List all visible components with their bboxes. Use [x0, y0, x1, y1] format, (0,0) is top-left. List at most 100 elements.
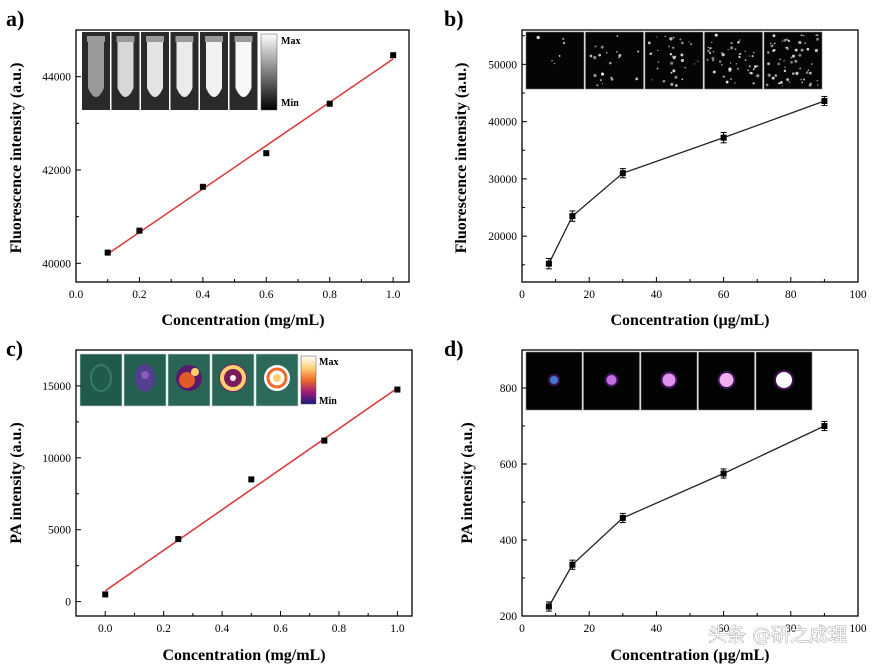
fluorescent-spot: [784, 46, 787, 49]
watermark: 头条 @研之成理: [708, 624, 847, 646]
vial-glow: [235, 42, 252, 97]
fluorescent-spot: [767, 51, 770, 54]
vial-cap: [175, 36, 194, 42]
data-point: [326, 100, 333, 107]
fluorescent-spot: [616, 51, 618, 53]
vial-glow: [176, 42, 193, 97]
fluorescent-spot: [712, 51, 715, 53]
fluorescent-spot: [780, 81, 783, 84]
fluorescent-spot: [807, 69, 810, 72]
data-point: [569, 561, 576, 568]
x-tick-label: 0.4: [215, 623, 230, 635]
fluorescent-spot: [558, 55, 561, 57]
fluorescent-spot: [721, 53, 725, 57]
fluorescent-spot: [562, 37, 565, 41]
fluorescent-spot: [748, 65, 752, 68]
panel-b-data-points: [545, 95, 828, 270]
micrograph-tile: [525, 31, 585, 90]
fluorescent-spot: [616, 35, 619, 38]
fluorescent-spot: [672, 56, 676, 60]
vial-cap: [116, 36, 135, 42]
fluorescent-spot: [670, 71, 673, 74]
fluorescent-spot: [697, 60, 699, 62]
fluorescent-spot: [647, 41, 651, 45]
pa-signal-ring: [266, 367, 288, 389]
fluorescent-spot: [656, 67, 659, 70]
fluorescent-spot: [783, 60, 785, 62]
data-point: [545, 603, 552, 610]
fluorescent-spot: [729, 77, 732, 81]
y-tick-label: 5000: [48, 525, 71, 537]
panel-c-data-points: [102, 386, 401, 598]
x-tick-label: 0.6: [259, 289, 274, 301]
colorbar-min-label: Min: [319, 396, 337, 407]
panel-a-fit-line: [107, 58, 394, 255]
fluorescent-spot: [739, 52, 742, 55]
fluorescent-spot: [785, 38, 788, 41]
fluorescent-spot: [710, 41, 713, 44]
x-tick-label: 100: [849, 289, 867, 301]
fluorescent-spot: [787, 39, 791, 43]
data-point: [619, 514, 626, 521]
fluorescent-spot: [674, 75, 678, 79]
fluorescent-spot: [551, 60, 553, 62]
x-tick-label: 0.8: [323, 289, 338, 301]
panel-c-plot-frame: [75, 349, 413, 617]
fluorescent-spot: [593, 73, 597, 78]
colorbar-min-label: Min: [281, 98, 299, 109]
data-point: [104, 249, 111, 256]
y-tick-label: 600: [500, 459, 518, 471]
fluorescent-spot: [729, 62, 732, 64]
fluorescent-spot: [770, 44, 774, 48]
fluorescent-spot: [651, 79, 653, 81]
y-tick-label: 0: [65, 597, 71, 609]
vial-cap: [205, 36, 223, 42]
micrograph-tile: [585, 31, 644, 90]
fluorescent-spot: [781, 40, 783, 43]
fluorescent-spot: [794, 48, 798, 52]
fluorescent-spot: [798, 53, 802, 57]
fluorescent-spot: [777, 62, 781, 66]
fluorescent-spot: [794, 59, 798, 63]
y-tick-label: 50000: [488, 59, 517, 71]
fluorescent-spot: [693, 63, 696, 65]
fluorescent-spot: [711, 56, 715, 60]
fluorescent-spot: [800, 48, 804, 52]
pa-cell-signal: [550, 376, 558, 384]
pa-cell-signal: [776, 372, 792, 388]
panel-a-letter: a): [6, 6, 24, 31]
data-point: [569, 213, 576, 220]
fluorescent-spot: [814, 48, 818, 53]
fluorescent-spot: [721, 64, 723, 66]
panel-a-inset-vials: Max Min: [82, 32, 300, 111]
y-tick-label: 200: [500, 611, 518, 623]
fluorescent-spot: [765, 83, 769, 87]
y-tick-label: 40000: [488, 117, 517, 129]
data-point: [263, 150, 270, 157]
panel-a-xlabel: Concentration (mg/mL): [161, 312, 324, 329]
panel-c-xlabel: Concentration (mg/mL): [162, 647, 325, 664]
panel-b: b) 0 20 40 60 80 100 20000 30000 40000 50000 Conc…: [444, 6, 867, 329]
fluorescent-spot: [707, 49, 710, 53]
fluorescent-spot: [809, 82, 812, 85]
fluorescent-spot: [681, 78, 684, 81]
fluorescent-spot: [790, 56, 793, 59]
data-point: [390, 52, 397, 59]
micrograph-tile: [644, 31, 704, 90]
x-tick-label: 0.0: [69, 289, 84, 301]
fluorescent-spot: [669, 37, 673, 41]
panel-d-axes: 0 20 40 60 80 100 200 400 600 800: [500, 383, 867, 635]
x-tick-label: 0.2: [156, 623, 171, 635]
fluorescent-spot: [774, 74, 778, 77]
panel-c: c) Max Min 0.0 0.2 0.4 0.6 0.8 1.0 0 5000 10000 15…: [6, 336, 413, 664]
panel-b-axes: 0 20 40 60 80 100 20000 30000 40000 50000: [488, 35, 867, 301]
fluorescent-spot: [753, 65, 757, 69]
panel-b-series-line: [548, 100, 825, 264]
fluorescent-spot: [783, 38, 787, 42]
fluorescent-spot: [781, 85, 783, 87]
x-tick-label: 0.8: [332, 623, 347, 635]
x-tick-label: 0: [519, 623, 525, 635]
fluorescent-spot: [680, 58, 685, 63]
fluorescent-spot: [752, 51, 755, 54]
fluorescent-spot: [804, 42, 806, 44]
